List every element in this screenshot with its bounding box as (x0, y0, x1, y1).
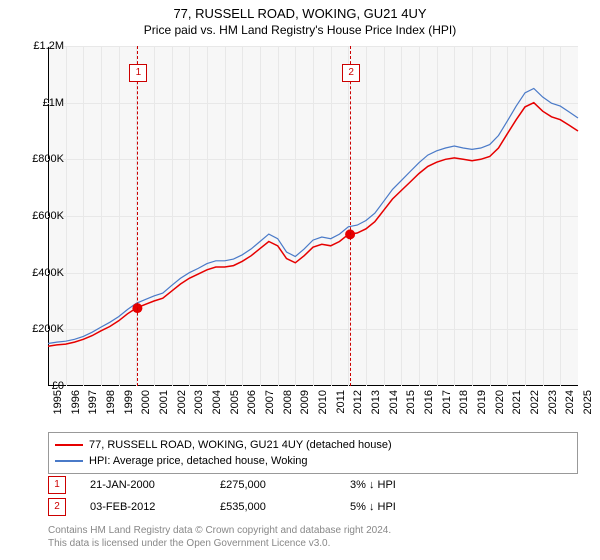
x-axis-label: 2015 (405, 390, 417, 414)
x-axis-label: 2007 (264, 390, 276, 414)
event-diff: 3% ↓ HPI (350, 479, 480, 491)
legend-swatch (55, 444, 83, 446)
event-badge: 1 (129, 64, 147, 82)
x-axis-label: 2006 (246, 390, 258, 414)
x-axis-label: 2008 (282, 390, 294, 414)
x-axis-label: 1995 (52, 390, 64, 414)
x-axis-label: 2020 (494, 390, 506, 414)
y-axis-label: £1M (43, 97, 64, 109)
event-badge: 2 (48, 498, 66, 516)
legend-swatch (55, 460, 83, 462)
x-axis-label: 2013 (370, 390, 382, 414)
x-axis-label: 2014 (388, 390, 400, 414)
chart-title: 77, RUSSELL ROAD, WOKING, GU21 4UY (0, 0, 600, 21)
footer-line: This data is licensed under the Open Gov… (48, 537, 391, 550)
x-axis-label: 2000 (140, 390, 152, 414)
chart-lines (48, 46, 578, 386)
event-marker-line (350, 46, 351, 386)
event-price: £535,000 (220, 501, 350, 513)
x-axis-label: 1997 (87, 390, 99, 414)
x-axis-label: 2011 (335, 390, 347, 414)
footer-line: Contains HM Land Registry data © Crown c… (48, 524, 391, 537)
x-axis-label: 1996 (70, 390, 82, 414)
y-axis-label: £400K (32, 267, 64, 279)
x-axis-label: 2021 (511, 390, 523, 414)
x-axis-label: 2017 (441, 390, 453, 414)
x-axis-label: 2019 (476, 390, 488, 414)
event-diff: 5% ↓ HPI (350, 501, 480, 513)
y-axis-label: £800K (32, 153, 64, 165)
legend-item: 77, RUSSELL ROAD, WOKING, GU21 4UY (deta… (55, 437, 571, 453)
y-axis-label: £1.2M (33, 40, 64, 52)
legend: 77, RUSSELL ROAD, WOKING, GU21 4UY (deta… (48, 432, 578, 474)
x-axis-label: 2016 (423, 390, 435, 414)
event-date: 21-JAN-2000 (90, 479, 220, 491)
event-badge: 1 (48, 476, 66, 494)
y-axis-label: £600K (32, 210, 64, 222)
event-row: 2 03-FEB-2012 £535,000 5% ↓ HPI (48, 496, 480, 518)
event-marker-line (137, 46, 138, 386)
series-line (48, 89, 578, 344)
x-axis-label: 2023 (547, 390, 559, 414)
x-axis-label: 2018 (458, 390, 470, 414)
x-axis-label: 2003 (193, 390, 205, 414)
y-axis-label: £200K (32, 323, 64, 335)
x-axis-label: 2005 (229, 390, 241, 414)
x-axis-label: 2024 (564, 390, 576, 414)
legend-label: 77, RUSSELL ROAD, WOKING, GU21 4UY (deta… (89, 439, 392, 451)
x-axis-label: 2001 (158, 390, 170, 414)
chart-subtitle: Price paid vs. HM Land Registry's House … (0, 21, 600, 37)
event-badge: 2 (342, 64, 360, 82)
x-axis-label: 2002 (176, 390, 188, 414)
x-axis-label: 2004 (211, 390, 223, 414)
footer-attribution: Contains HM Land Registry data © Crown c… (48, 524, 391, 550)
x-axis-label: 1999 (123, 390, 135, 414)
legend-item: HPI: Average price, detached house, Woki… (55, 453, 571, 469)
legend-label: HPI: Average price, detached house, Woki… (89, 455, 308, 467)
x-axis-label: 1998 (105, 390, 117, 414)
x-axis-label: 2010 (317, 390, 329, 414)
x-axis-label: 2009 (299, 390, 311, 414)
chart-plot-area: 12 (48, 46, 578, 386)
x-axis-label: 2022 (529, 390, 541, 414)
event-row: 1 21-JAN-2000 £275,000 3% ↓ HPI (48, 474, 480, 496)
event-price: £275,000 (220, 479, 350, 491)
chart-container: 77, RUSSELL ROAD, WOKING, GU21 4UY Price… (0, 0, 600, 560)
x-axis-label: 2025 (582, 390, 594, 414)
event-date: 03-FEB-2012 (90, 501, 220, 513)
events-table: 1 21-JAN-2000 £275,000 3% ↓ HPI 2 03-FEB… (48, 474, 480, 518)
x-axis-label: 2012 (352, 390, 364, 414)
